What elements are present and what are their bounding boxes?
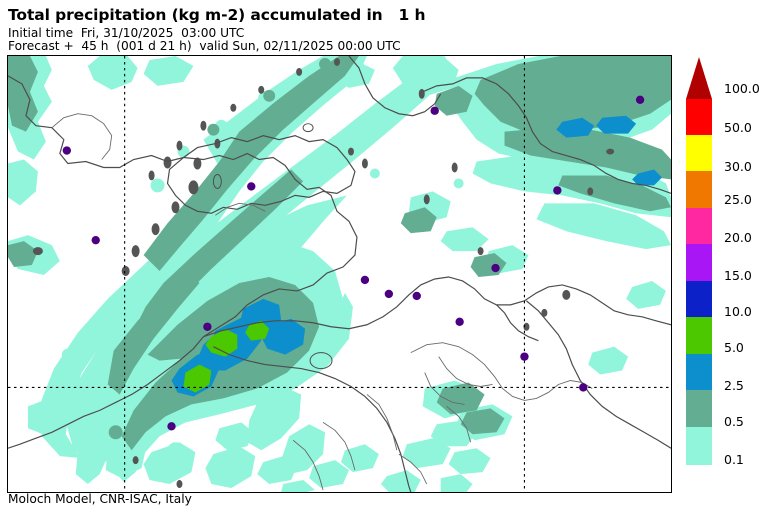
initial-time-label: Initial time Fri, 31/10/2025 03:00 UTC — [8, 26, 245, 40]
colorbar-arrow-icon — [686, 57, 712, 99]
colorbar-band-30 — [686, 171, 712, 208]
station-marker[interactable] — [91, 235, 100, 245]
colorbar-band-2-5 — [686, 390, 712, 427]
map-canvas[interactable] — [8, 56, 671, 492]
colorbar-label-30: 30.0 — [724, 159, 752, 174]
forecast-valid-label: Forecast + 45 h (001 d 21 h) valid Sun, … — [8, 39, 401, 53]
colorbar-label-5: 5.0 — [724, 340, 744, 355]
colorbar-label-0-5: 0.5 — [724, 414, 744, 429]
station-marker[interactable] — [579, 383, 588, 392]
station-marker[interactable] — [430, 106, 439, 115]
colorbar-band-5 — [686, 354, 712, 390]
colorbar-band-25 — [686, 208, 712, 244]
station-marker[interactable] — [412, 291, 421, 301]
station-marker[interactable] — [62, 146, 72, 155]
colorbar-label-20: 20.0 — [724, 230, 752, 245]
map-panel[interactable] — [7, 55, 672, 493]
station-marker[interactable] — [455, 317, 464, 326]
colorbar-band-15 — [686, 281, 712, 317]
colorbar — [686, 57, 712, 465]
gridlines — [8, 56, 671, 492]
station-marker[interactable] — [360, 275, 370, 285]
station-marker[interactable] — [203, 322, 212, 331]
colorbar-label-100: 100.0 — [724, 81, 760, 96]
station-marker[interactable] — [635, 95, 645, 104]
station-marker[interactable] — [247, 182, 256, 191]
colorbar-label-10: 10.0 — [724, 304, 752, 319]
station-marker[interactable] — [491, 263, 500, 273]
colorbar-band-0-5 — [686, 427, 712, 465]
station-marker[interactable] — [384, 289, 394, 299]
station-markers[interactable] — [62, 95, 645, 431]
colorbar-label-50: 50.0 — [724, 120, 752, 135]
page-title: Total precipitation (kg m-2) accumulated… — [8, 6, 426, 24]
colorbar-band-100 — [686, 99, 712, 135]
colorbar-label-25: 25.0 — [724, 192, 752, 207]
station-marker[interactable] — [167, 422, 176, 431]
station-marker[interactable] — [520, 352, 529, 361]
colorbar-band-10 — [686, 317, 712, 354]
colorbar-band-20 — [686, 244, 712, 281]
coastlines-and-borders — [8, 56, 671, 492]
colorbar-band-50 — [686, 135, 712, 171]
station-marker[interactable] — [553, 186, 562, 195]
colorbar-label-15: 15.0 — [724, 268, 752, 283]
colorbar-label-0-1: 0.1 — [724, 452, 744, 467]
model-credit: Moloch Model, CNR-ISAC, Italy — [8, 492, 192, 506]
colorbar-label-2-5: 2.5 — [724, 378, 744, 393]
